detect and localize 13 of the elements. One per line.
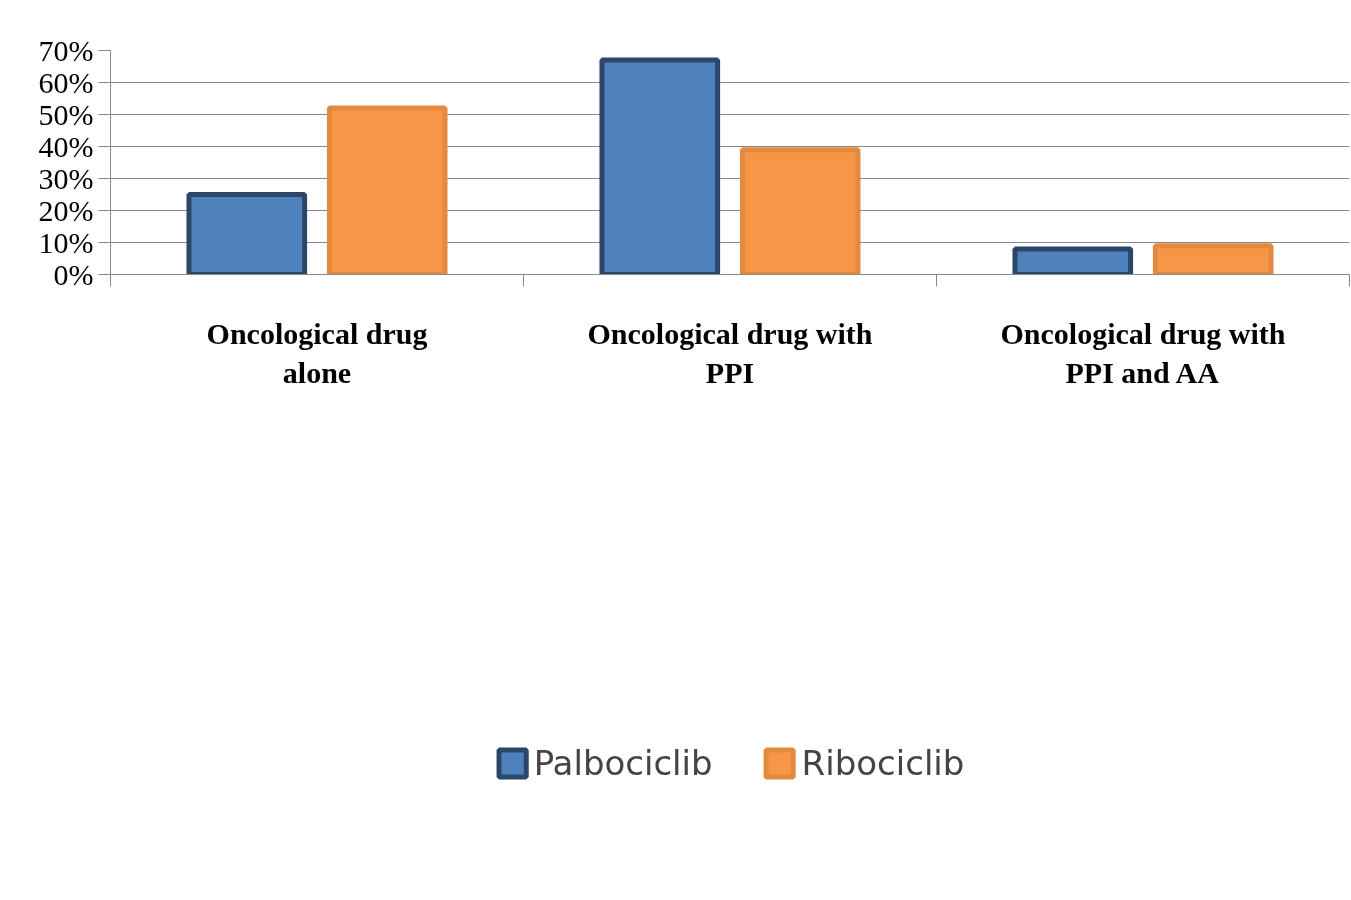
legend-label: Palbociclib [533, 743, 713, 783]
y-tick-label: 10% [38, 226, 94, 259]
y-tick-label: 20% [38, 194, 94, 227]
x-tick-label: Oncological drug with PPI [587, 316, 873, 390]
y-tick-label: 50% [38, 98, 94, 131]
y-tick-label: 60% [38, 66, 94, 99]
y-tick-label: 70% [38, 34, 94, 67]
y-tick-label: 30% [38, 162, 94, 195]
x-tick-label: Oncological drug alone [206, 316, 428, 390]
y-tick-label: 40% [38, 130, 94, 163]
y-tick-label: 0% [53, 258, 94, 291]
x-tick-label: Oncological drug with PPI and AA [1000, 316, 1286, 390]
legend-label: Ribociclib [801, 743, 965, 783]
